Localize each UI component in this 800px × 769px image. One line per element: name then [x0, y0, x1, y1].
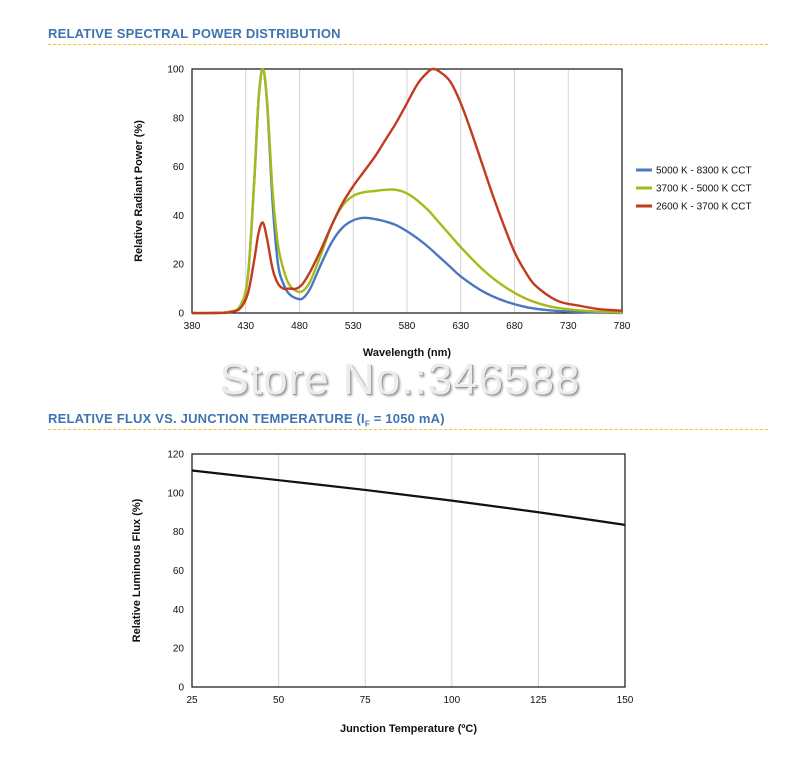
flux-title-end: = 1050 mA) [369, 411, 445, 426]
legend-label: 2600 K - 3700 K CCT [656, 202, 752, 213]
x-tick-label: 380 [184, 321, 201, 332]
x-tick-label: 430 [237, 321, 254, 332]
x-tick-label: 680 [506, 321, 523, 332]
x-tick-label: 125 [530, 695, 547, 706]
x-tick-label: 480 [291, 321, 308, 332]
x-axis-title: Junction Temperature (ºC) [340, 723, 477, 735]
x-axis-title: Wavelength (nm) [363, 347, 452, 359]
y-tick-label: 80 [173, 113, 185, 124]
x-tick-label: 75 [360, 695, 372, 706]
section-divider-flux [48, 429, 768, 430]
spectral-power-chart: 380 430 480 530 580 630 680 730 780 0 20 40 60 80 100 W… [133, 65, 752, 360]
y-axis-title: Relative Luminous Flux (%) [131, 498, 143, 642]
y-tick-label: 100 [167, 488, 184, 499]
x-tick-label: 100 [443, 695, 460, 706]
x-tick-label: 150 [617, 695, 634, 706]
y-tick-label: 0 [178, 683, 184, 694]
flux-title-main: RELATIVE FLUX VS. JUNCTION TEMPERATURE (… [48, 411, 365, 426]
section-title-flux: RELATIVE FLUX VS. JUNCTION TEMPERATURE (… [48, 411, 445, 429]
legend-label: 3700 K - 5000 K CCT [656, 184, 752, 195]
y-tick-label: 80 [173, 527, 185, 538]
plot-frame [191, 68, 623, 314]
y-tick-label: 20 [173, 260, 185, 271]
y-tick-label: 40 [173, 211, 185, 222]
x-tick-label: 730 [560, 321, 577, 332]
flux-title-subscript: F [364, 419, 370, 429]
section-divider-spectral [48, 44, 768, 45]
x-tick-label: 530 [345, 321, 362, 332]
y-tick-label: 0 [178, 309, 184, 320]
series-group [191, 67, 623, 315]
y-tick-label: 20 [173, 644, 185, 655]
y-tick-label: 100 [167, 65, 184, 76]
x-tick-label: 50 [273, 695, 285, 706]
y-axis-title: Relative Radiant Power (%) [133, 120, 145, 262]
x-tick-label: 25 [186, 695, 198, 706]
x-tick-label: 630 [452, 321, 469, 332]
y-tick-label: 60 [173, 566, 185, 577]
y-tick-label: 60 [173, 162, 185, 173]
x-tick-label: 580 [399, 321, 416, 332]
section-title-spectral: RELATIVE SPECTRAL POWER DISTRIBUTION [48, 26, 341, 41]
y-tick-label: 40 [173, 605, 185, 616]
series-group [191, 469, 626, 526]
legend-label: 5000 K - 8300 K CCT [656, 166, 752, 177]
y-tick-label: 120 [167, 450, 184, 461]
series-line-3 [191, 67, 623, 315]
plot-frame [191, 453, 626, 688]
watermark-text: Store No.:346588 [219, 355, 581, 404]
series-line-1 [191, 469, 626, 526]
x-tick-label: 780 [614, 321, 631, 332]
